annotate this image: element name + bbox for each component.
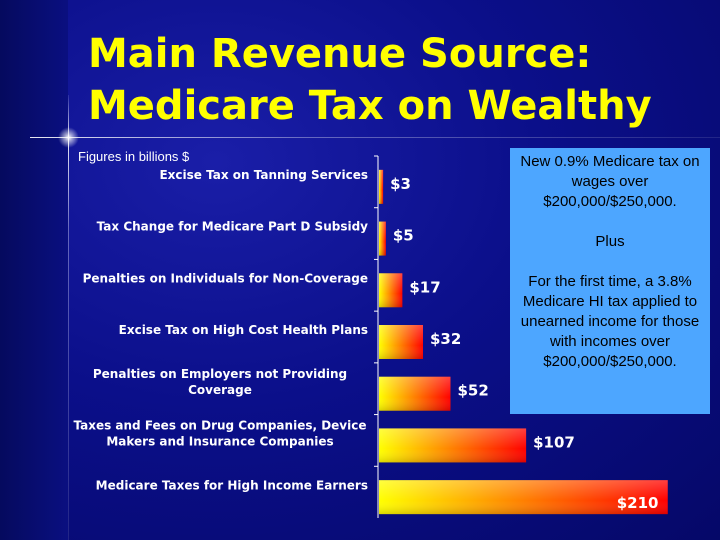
bar-value-label: $17 bbox=[409, 278, 440, 296]
slide-left-band bbox=[0, 0, 68, 540]
category-label: Tax Change for Medicare Part D Subsidy bbox=[97, 220, 369, 234]
category-label: Excise Tax on Tanning Services bbox=[159, 168, 368, 182]
bar-highlight bbox=[379, 169, 384, 204]
title-line-1: Main Revenue Source: bbox=[88, 31, 592, 77]
slide-title: Main Revenue Source: Medicare Tax on Wea… bbox=[88, 28, 652, 132]
decorative-horizontal-line bbox=[30, 137, 720, 138]
callout-unearned-income-text: For the first time, a 3.8% Medicare HI t… bbox=[520, 273, 700, 370]
callout-wage-tax-text: New 0.9% Medicare tax on wages over $200… bbox=[520, 153, 700, 210]
category-label: Penalties on Employers not Providing bbox=[93, 367, 347, 381]
figures-note: Figures in billions $ bbox=[78, 149, 190, 164]
decorative-vertical-line bbox=[68, 95, 69, 540]
category-label: Coverage bbox=[188, 383, 252, 397]
bar-highlight bbox=[379, 480, 668, 515]
bar-highlight bbox=[379, 325, 423, 359]
medicare-tax-callout: New 0.9% Medicare tax on wages over $200… bbox=[510, 148, 710, 414]
bar-highlight bbox=[379, 376, 451, 411]
category-label: Medicare Taxes for High Income Earners bbox=[96, 478, 368, 492]
callout-plus-text: Plus bbox=[595, 233, 625, 250]
bar-value-label: $3 bbox=[390, 175, 411, 193]
category-label: Penalties on Individuals for Non-Coverag… bbox=[83, 271, 368, 285]
bar-value-label: $52 bbox=[458, 382, 489, 400]
title-line-2: Medicare Tax on Wealthy bbox=[88, 83, 652, 129]
category-label: Excise Tax on High Cost Health Plans bbox=[119, 323, 368, 337]
sparkle-icon bbox=[58, 127, 79, 148]
bar-value-label: $5 bbox=[393, 227, 414, 245]
bar-value-label: $210 bbox=[617, 494, 659, 512]
bar-value-label: $32 bbox=[430, 330, 461, 348]
bar-value-label: $107 bbox=[533, 433, 575, 451]
category-label: Taxes and Fees on Drug Companies, Device bbox=[73, 419, 366, 433]
category-label: Makers and Insurance Companies bbox=[106, 435, 333, 449]
bar-highlight bbox=[379, 428, 527, 463]
bar-highlight bbox=[379, 273, 403, 308]
bar-highlight bbox=[379, 221, 386, 256]
